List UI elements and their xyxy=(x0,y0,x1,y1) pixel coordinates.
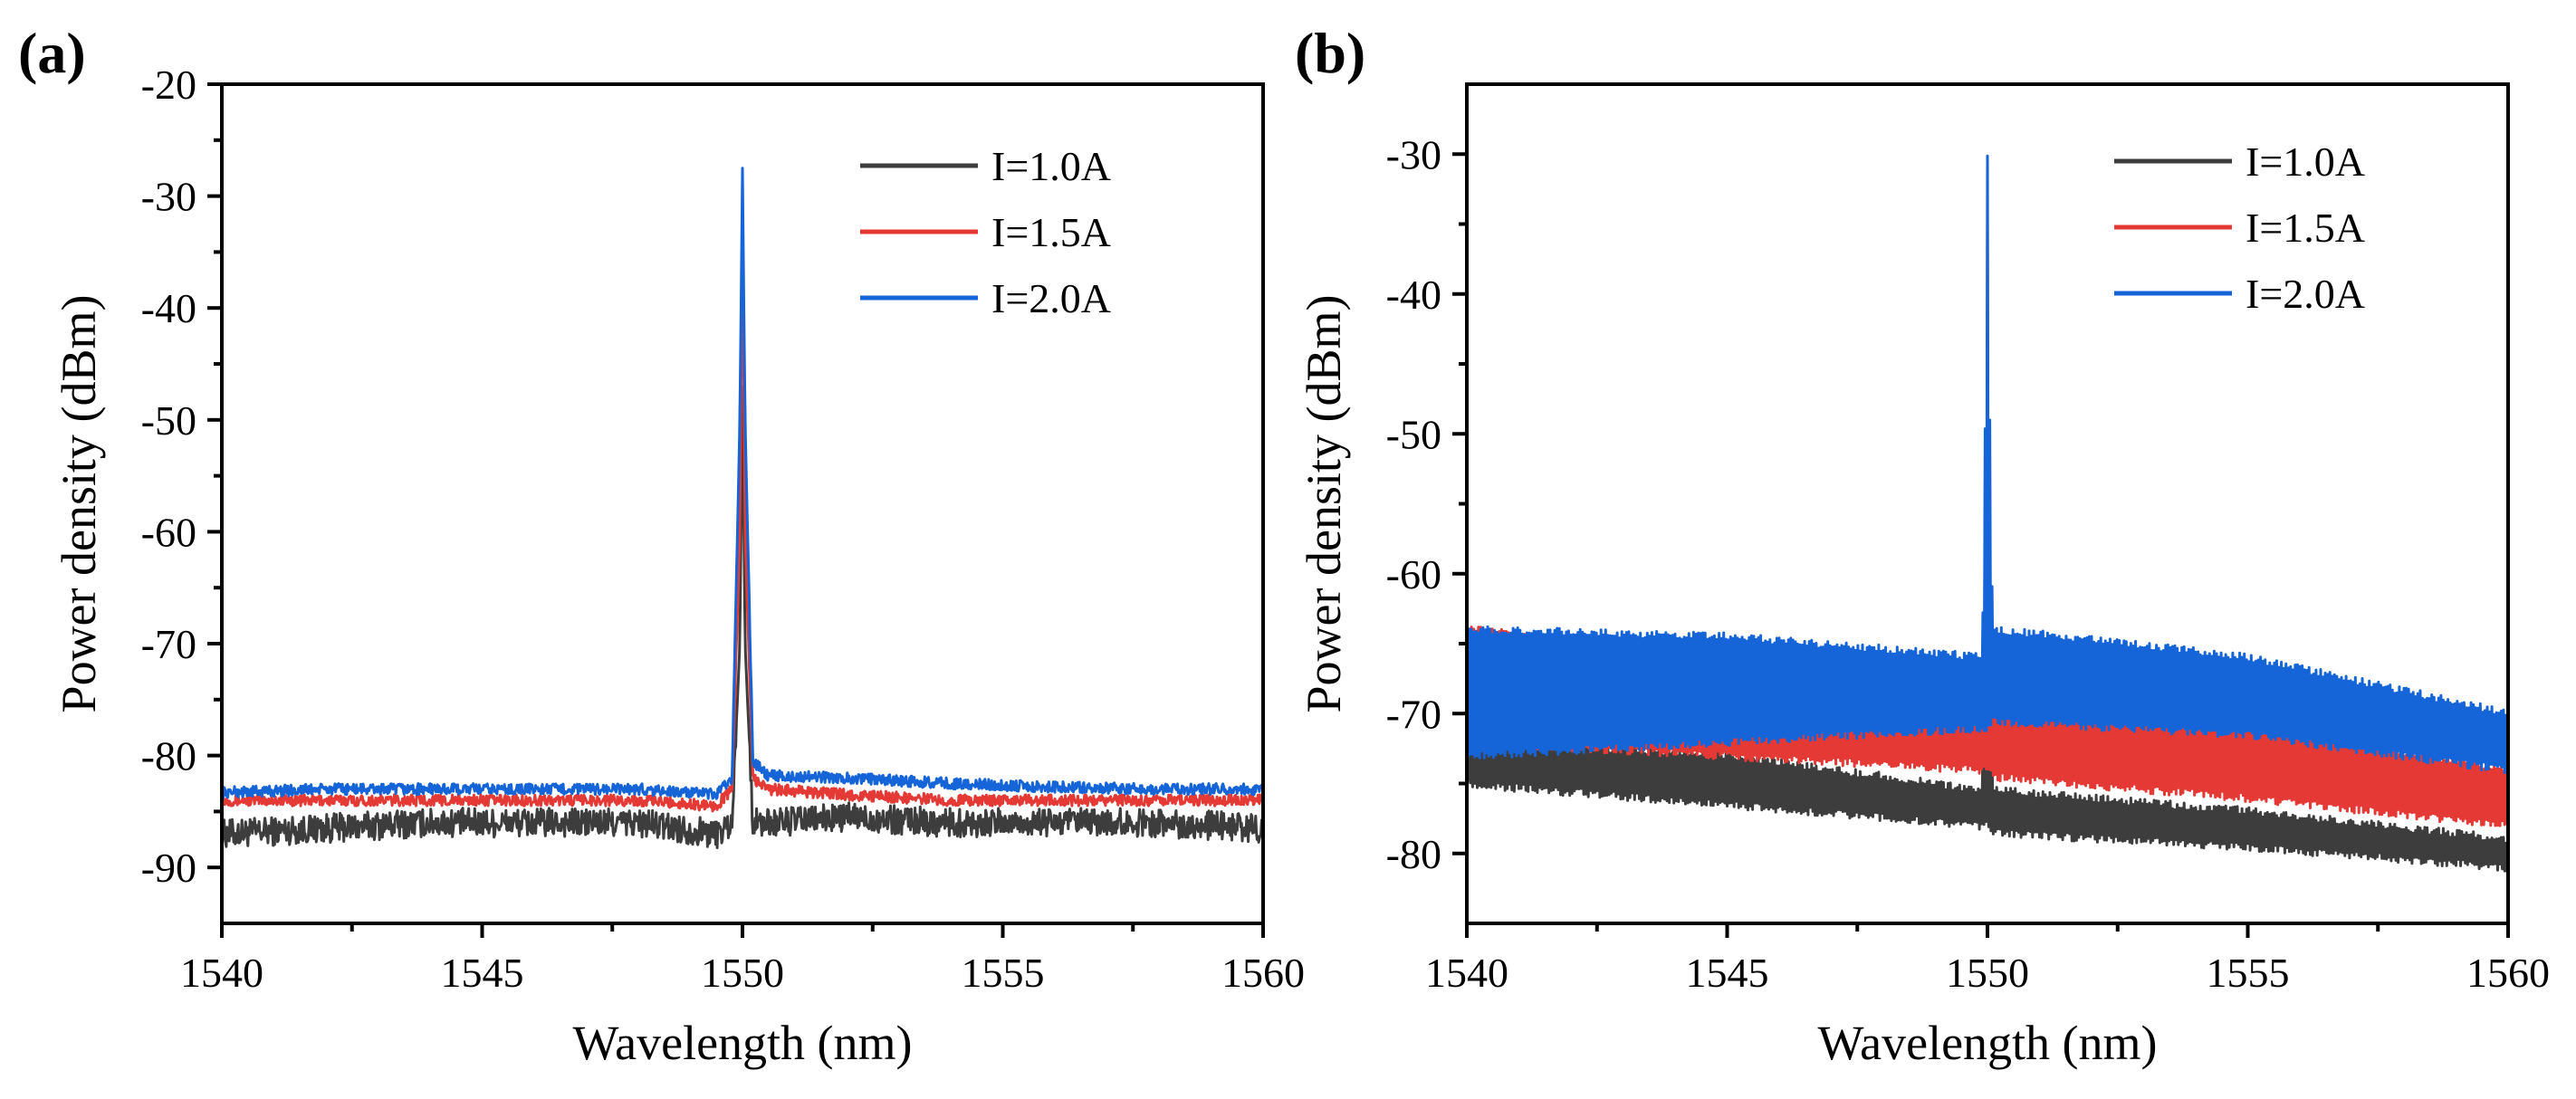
y-tick-label: -70 xyxy=(1386,691,1441,737)
legend-label: I=1.5A xyxy=(991,209,1111,255)
y-axis-title: Power density (dBm) xyxy=(52,295,106,713)
y-tick-label: -50 xyxy=(141,397,196,444)
y-tick-label: -40 xyxy=(141,285,196,331)
legend-label: I=2.0A xyxy=(991,275,1111,321)
x-tick-label: 1560 xyxy=(2466,950,2550,996)
y-tick-label: -80 xyxy=(1386,831,1441,877)
y-tick-label: -50 xyxy=(1386,411,1441,457)
series-line-I=1.0A xyxy=(222,385,1263,849)
panel-label: (a) xyxy=(18,21,86,85)
y-axis-title: Power density (dBm) xyxy=(1297,295,1351,713)
y-tick-label: -60 xyxy=(141,509,196,555)
y-tick-label: -40 xyxy=(1386,272,1441,318)
series-group xyxy=(1467,154,2508,873)
y-tick-label: -30 xyxy=(141,174,196,220)
x-tick-label: 1540 xyxy=(1425,950,1508,996)
x-tick-label: 1555 xyxy=(962,950,1045,996)
x-tick-label: 1545 xyxy=(441,950,524,996)
y-tick-label: -70 xyxy=(141,621,196,667)
legend: I=1.0A I=1.5A I=2.0A xyxy=(2114,139,2365,317)
y-tick-label: -20 xyxy=(141,62,196,108)
y-tick-label: -30 xyxy=(1386,131,1441,177)
legend-label: I=1.0A xyxy=(991,143,1111,189)
y-tick-label: -80 xyxy=(141,733,196,779)
legend-label: I=1.5A xyxy=(2246,205,2365,251)
series-group xyxy=(222,167,1263,849)
y-tick-label: -90 xyxy=(141,845,196,891)
panel-b: 1540 1545 1550 1555 1560 -80 -70 -60 -50 -40 -30 Wa… xyxy=(1295,21,2550,1070)
legend-label: I=2.0A xyxy=(2246,271,2365,317)
series-line-I=2.0A xyxy=(222,167,1263,800)
legend-label: I=1.0A xyxy=(2246,139,2365,185)
x-tick-label: 1545 xyxy=(1686,950,1769,996)
y-tick-label: -60 xyxy=(1386,551,1441,597)
panel-label: (b) xyxy=(1295,21,1365,85)
legend: I=1.0A I=1.5A I=2.0A xyxy=(860,143,1111,321)
x-tick-label: 1550 xyxy=(1946,950,2029,996)
x-tick-label: 1560 xyxy=(1221,950,1305,996)
x-tick-label: 1540 xyxy=(180,950,263,996)
x-tick-label: 1550 xyxy=(701,950,784,996)
x-axis-title: Wavelength (nm) xyxy=(572,1016,912,1070)
panel-a: 1540 1545 1550 1555 1560 -90 -80 -70 -60 -50 -40 -3… xyxy=(18,21,1305,1070)
x-axis-title: Wavelength (nm) xyxy=(1817,1016,2157,1070)
series-line-I=2.0A xyxy=(1467,154,2508,775)
x-tick-label: 1555 xyxy=(2207,950,2290,996)
